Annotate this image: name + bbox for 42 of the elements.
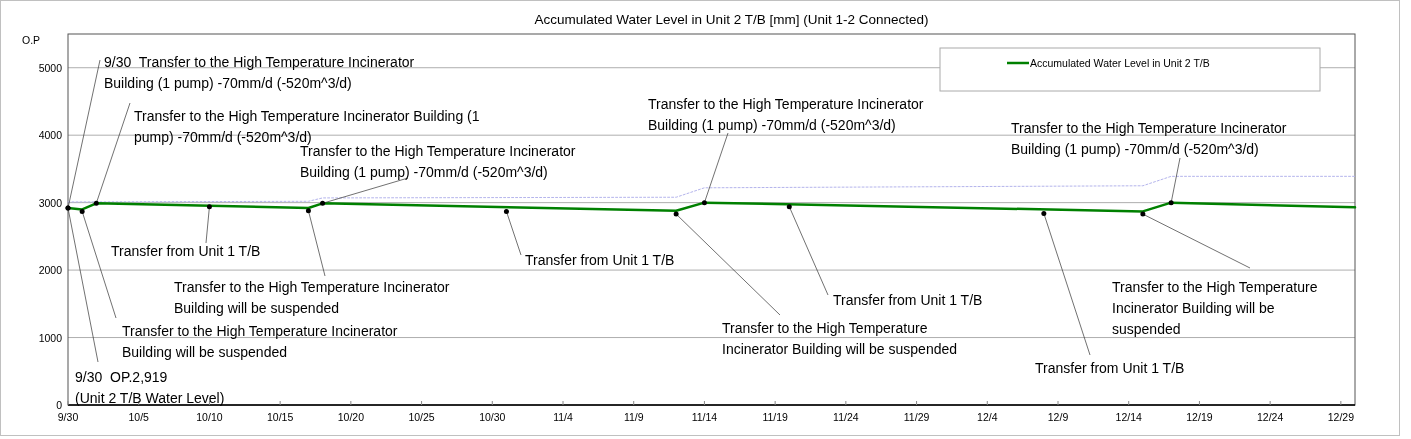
x-tick-label: 10/15 — [267, 411, 294, 423]
annotation: Transfer to the High Temperature Incinerator Building (1 pump) -70mm/d (-520m^3/d) — [1011, 120, 1287, 157]
annotation: Transfer to the High Temperature Incinerator Building will be suspended — [122, 323, 398, 360]
annotation: Transfer to the High Temperature Incinerator Building will be suspended — [1112, 279, 1318, 337]
x-tick-label: 12/29 — [1327, 411, 1355, 423]
y-tick-label: 2000 — [38, 264, 63, 277]
x-tick-label: 12/19 — [1186, 411, 1213, 423]
x-tick-label: 10/30 — [479, 411, 506, 423]
annotation: Transfer to the High Temperature Incinerator Building will be suspended — [174, 279, 450, 316]
annotation: Transfer from Unit 1 T/B — [1035, 360, 1185, 376]
y-tick-label: 1000 — [38, 331, 63, 344]
y-tick-label: 0 — [56, 399, 63, 411]
x-tick-label: 11/24 — [833, 411, 859, 423]
annotation: 9/30 OP.2,919 (Unit 2 T/B Water Level) — [75, 369, 225, 406]
x-tick-label: 11/19 — [762, 411, 789, 423]
x-tick-label: 11/9 — [623, 411, 644, 423]
x-tick-label: 12/24 — [1257, 411, 1284, 423]
x-tick-label: 10/10 — [196, 411, 223, 423]
y-tick-label: 4000 — [38, 129, 63, 142]
chart-title: Accumulated Water Level in Unit 2 T/B [mm] (Unit 1-2 Connected) — [534, 12, 929, 27]
x-tick-label: 11/4 — [553, 411, 573, 423]
x-tick-label: 11/29 — [903, 411, 930, 423]
x-tick-label: 12/14 — [1115, 411, 1143, 423]
x-tick-label: 9/30 — [57, 411, 79, 423]
x-tick-label: 12/4 — [977, 411, 998, 423]
annotation: Transfer from Unit 1 T/B — [525, 252, 675, 268]
x-tick-label: 12/9 — [1047, 411, 1069, 423]
annotation: Transfer from Unit 1 T/B — [833, 292, 983, 308]
annotation: Transfer from Unit 1 T/B — [111, 243, 261, 259]
y-tick-label: 5000 — [38, 61, 63, 74]
annotation: 9/30 Transfer to the High Temperature Incinerator Building (1 pump) -70mm/d (-520m^3/d) — [104, 54, 415, 91]
x-tick-label: 11/14 — [691, 411, 718, 423]
annotation: Transfer to the High Temperature Incinerator Building (1 pump) -70mm/d (-520m^3/d) — [648, 96, 924, 133]
y-tick-label: 3000 — [38, 196, 63, 209]
x-tick-label: 10/25 — [408, 411, 435, 423]
x-tick-label: 10/20 — [337, 411, 365, 423]
y-axis-title: O.P — [22, 34, 41, 46]
annotation: Transfer to the High Temperature Incinerator Building will be suspended — [722, 320, 958, 357]
x-tick-label: 10/5 — [128, 411, 150, 423]
annotation: Transfer to the High Temperature Incinerator Building (1 pump) -70mm/d (-520m^3/d) — [134, 108, 480, 145]
legend-label: Accumulated Water Level in Unit 2 T/B — [1030, 57, 1210, 69]
annotation: Transfer to the High Temperature Incinerator Building (1 pump) -70mm/d (-520m^3/d) — [300, 143, 576, 180]
